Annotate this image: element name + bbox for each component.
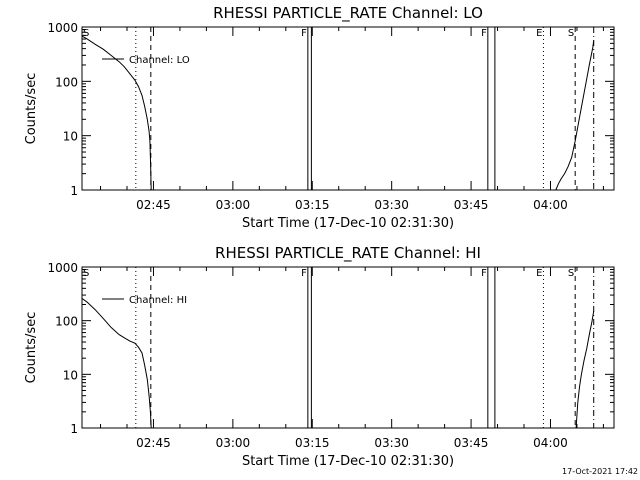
chart-title: RHESSI PARTICLE_RATE Channel: HI (215, 244, 481, 263)
y-tick-label: 100 (55, 315, 78, 329)
event-marker-label: E (536, 28, 542, 39)
x-axis-label: Start Time (17-Dec-10 02:31:30) (242, 454, 454, 469)
event-marker-label: S (83, 28, 89, 39)
event-marker-label: F (301, 28, 307, 39)
chart-lo-channel: RHESSI PARTICLE_RATE Channel: LO Start Ti… (24, 4, 615, 231)
x-tick-label: 04:00 (533, 436, 568, 450)
x-tick-label: 03:30 (374, 436, 409, 450)
y-tick-label: 1 (70, 422, 78, 436)
x-tick-label: 03:15 (295, 198, 330, 212)
y-tick-label: 1 (70, 184, 78, 198)
x-tick-label: 03:45 (454, 198, 489, 212)
chart-hi-channel: RHESSI PARTICLE_RATE Channel: HI Start Ti… (24, 244, 615, 469)
event-marker-label: F (481, 268, 487, 279)
legend-label: Channel: LO (129, 55, 190, 66)
y-tick-label: 1000 (47, 261, 78, 275)
series-line (555, 40, 595, 191)
x-axis-label: Start Time (17-Dec-10 02:31:30) (242, 216, 454, 231)
plot-frame (81, 26, 615, 191)
x-tick-label: 03:30 (374, 198, 409, 212)
x-tick-label: 02:45 (136, 198, 171, 212)
y-tick-label: 10 (63, 368, 78, 382)
series-line (81, 35, 152, 191)
event-marker-label: E (536, 268, 542, 279)
chart-title: RHESSI PARTICLE_RATE Channel: LO (213, 4, 483, 23)
x-tick-label: 02:45 (136, 436, 171, 450)
y-tick-label: 10 (63, 130, 78, 144)
event-marker-label: S (568, 268, 574, 279)
y-axis-label: Counts/sec (24, 312, 39, 384)
event-marker-label: F (481, 28, 487, 39)
y-tick-label: 100 (55, 75, 78, 89)
x-tick-label: 04:00 (533, 198, 568, 212)
series-line (575, 311, 595, 429)
y-axis-label: Counts/sec (24, 73, 39, 145)
x-tick-label: 03:15 (295, 436, 330, 450)
x-tick-label: 03:45 (454, 436, 489, 450)
event-marker-label: S (83, 268, 89, 279)
y-tick-label: 1000 (47, 21, 78, 35)
event-marker-label: F (301, 268, 307, 279)
plot-frame (81, 266, 615, 429)
series-line (81, 297, 152, 429)
x-tick-label: 03:00 (216, 198, 251, 212)
legend-label: Channel: HI (129, 295, 187, 306)
x-tick-label: 03:00 (216, 436, 251, 450)
event-marker-label: S (568, 28, 574, 39)
timestamp: 17-Oct-2021 17:42 (562, 467, 638, 476)
